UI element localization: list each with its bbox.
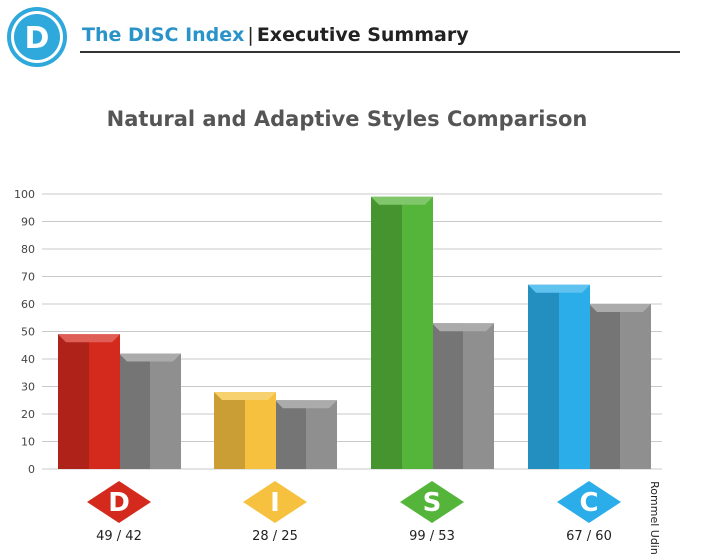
bar-natural-i — [245, 392, 276, 469]
diamond-d-icon — [87, 481, 151, 523]
bar-adaptive-i — [306, 400, 337, 469]
bar-natural-c-top-face — [528, 284, 590, 293]
category-letter: S — [423, 488, 442, 518]
category-value-label: 67 / 60 — [566, 529, 612, 544]
bar-adaptive-d-top-face — [119, 353, 181, 362]
chart-title: Natural and Adaptive Styles Comparison — [106, 107, 588, 131]
bar-natural-d-left-face — [58, 334, 89, 469]
bar-natural-s — [402, 196, 433, 469]
y-tick-label: 30 — [21, 381, 35, 394]
side-name-label: Rommel Udin — [648, 481, 661, 555]
diamond-c-icon — [557, 481, 621, 523]
bar-adaptive-s — [463, 323, 494, 469]
diamond-i-icon — [243, 481, 307, 523]
header-separator: | — [247, 24, 254, 46]
bar-adaptive-d-left-face — [119, 353, 150, 469]
bar-adaptive-i-left-face — [275, 400, 306, 469]
bar-chart: 0 10 20 30 40 50 60 70 80 90 100 D 49 / 42 I 28 / 25 S 9… — [14, 188, 662, 544]
y-tick-label: 20 — [21, 408, 35, 421]
y-tick-label: 100 — [14, 188, 35, 201]
header-divider — [80, 51, 680, 53]
y-tick-label: 60 — [21, 298, 35, 311]
bar-adaptive-s-top-face — [432, 323, 494, 332]
y-tick-label: 50 — [21, 326, 35, 339]
category-letter: I — [270, 488, 280, 518]
brand-name: The DISC Index — [82, 24, 245, 46]
bar-natural-c — [559, 284, 590, 469]
y-tick-label: 40 — [21, 353, 35, 366]
bar-natural-s-top-face — [371, 196, 433, 205]
bar-natural-c-left-face — [528, 284, 559, 469]
bar-natural-i-left-face — [214, 392, 245, 469]
bar-adaptive-d — [150, 353, 181, 469]
bar-adaptive-c-top-face — [589, 304, 651, 312]
logo-letter: D — [25, 21, 50, 56]
bar-natural-i-top-face — [214, 392, 276, 400]
category-value-label: 99 / 53 — [409, 529, 455, 544]
category-value-label: 49 / 42 — [96, 529, 142, 544]
section-title: Executive Summary — [256, 24, 469, 46]
bar-adaptive-c-left-face — [589, 304, 620, 469]
category-letter: C — [579, 488, 598, 518]
y-tick-label: 0 — [28, 463, 35, 476]
y-tick-label: 10 — [21, 436, 35, 449]
y-tick-label: 80 — [21, 243, 35, 256]
y-tick-label: 70 — [21, 271, 35, 284]
bar-adaptive-s-left-face — [432, 323, 463, 469]
disc-logo-icon: D — [7, 7, 67, 67]
bar-natural-d-top-face — [58, 334, 120, 343]
header-title: The DISC Index | Executive Summary — [82, 22, 469, 48]
category-value-label: 28 / 25 — [252, 529, 298, 544]
bar-natural-d — [89, 334, 120, 469]
category-letter: D — [108, 488, 130, 518]
bar-natural-s-left-face — [371, 196, 402, 469]
y-tick-label: 90 — [21, 216, 35, 229]
bar-adaptive-c — [620, 304, 651, 469]
bar-adaptive-i-top-face — [275, 400, 337, 409]
diamond-s-icon — [400, 481, 464, 523]
